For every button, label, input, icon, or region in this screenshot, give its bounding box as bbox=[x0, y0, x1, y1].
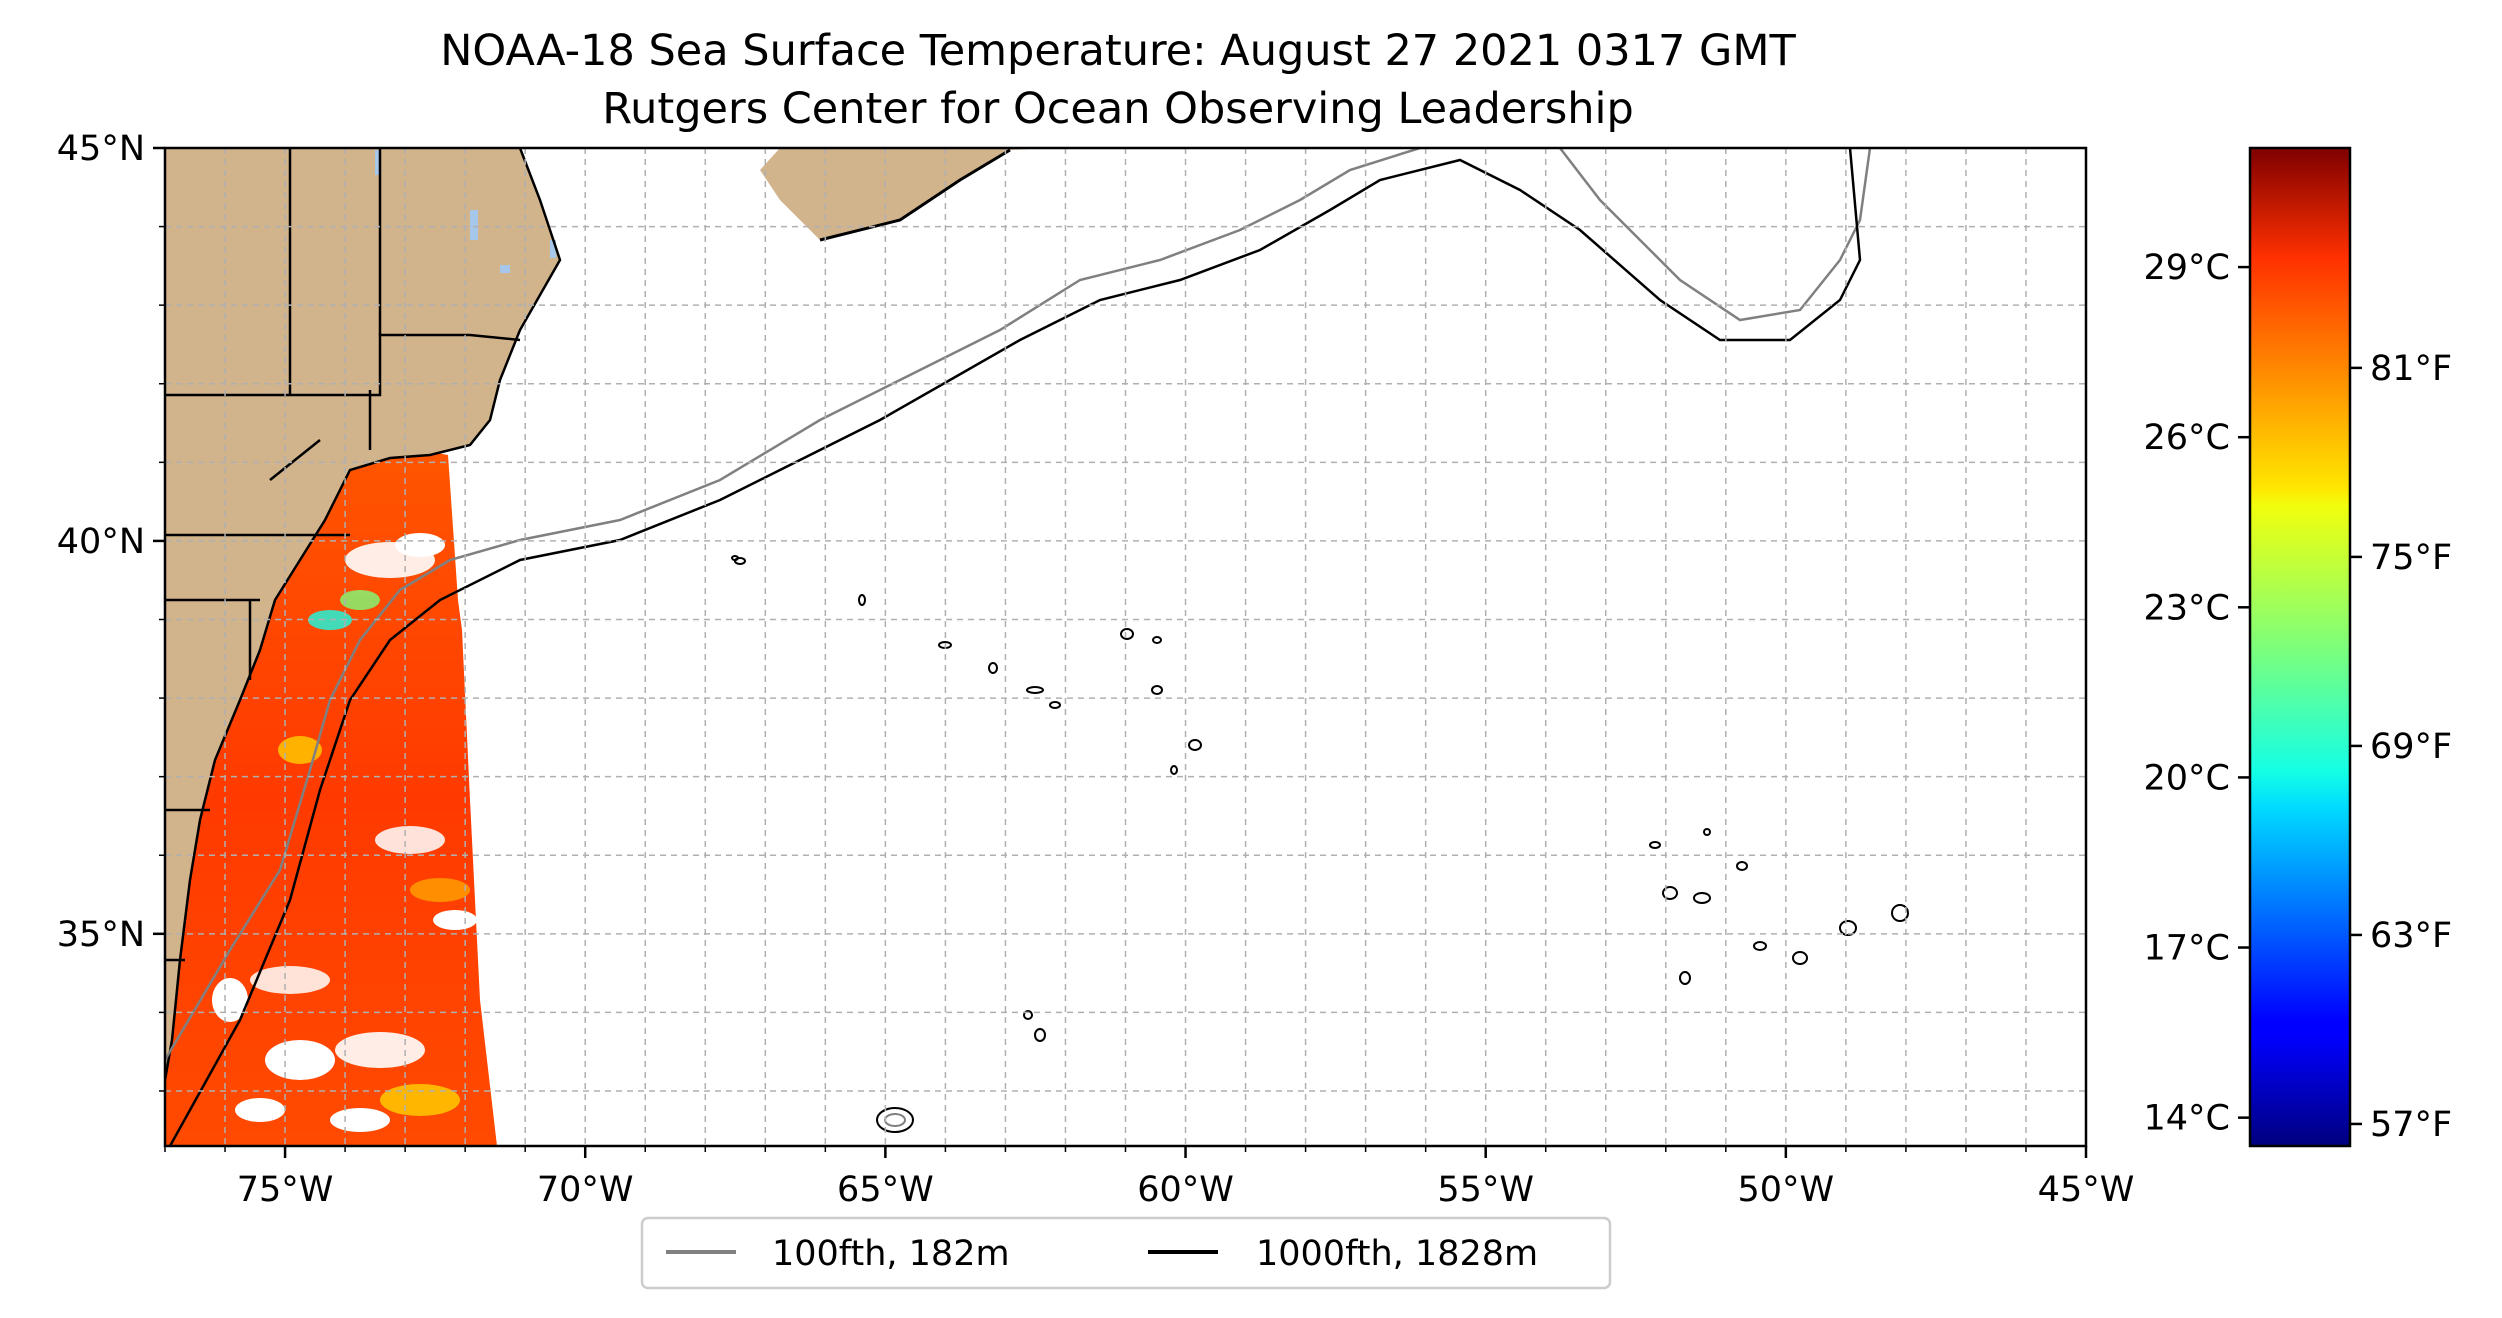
colorbar-frame bbox=[2248, 146, 2352, 1148]
gridlines bbox=[165, 148, 2086, 1146]
celsius-tick-label: 23°C bbox=[2144, 588, 2230, 628]
lat-tick-label: 45°N bbox=[57, 129, 145, 169]
fahrenheit-tick-label: 81°F bbox=[2370, 349, 2452, 389]
land-nova-scotia bbox=[760, 148, 1050, 240]
celsius-tick-label: 20°C bbox=[2144, 758, 2230, 798]
colorbar-gradient bbox=[2250, 148, 2350, 1146]
fahrenheit-tick-label: 69°F bbox=[2370, 727, 2452, 767]
colorbar-fahrenheit-axis: 81°F 75°F 69°F 63°F 57°F bbox=[2350, 349, 2452, 1145]
land-us-coast bbox=[165, 148, 560, 1080]
map-subtitle: Rutgers Center for Ocean Observing Leade… bbox=[602, 84, 1634, 134]
longitude-axis: 75°W 70°W 65°W 60°W 55°W 50°W 45°W bbox=[164, 1146, 2135, 1210]
fahrenheit-tick-label: 75°F bbox=[2370, 538, 2452, 578]
map-title: NOAA-18 Sea Surface Temperature: August … bbox=[440, 26, 1796, 76]
lat-tick-label: 40°N bbox=[57, 522, 145, 562]
fahrenheit-tick-label: 63°F bbox=[2370, 916, 2452, 956]
map-panel bbox=[165, 148, 2086, 1146]
lakes bbox=[375, 150, 556, 273]
lon-tick-label: 70°W bbox=[537, 1170, 634, 1210]
celsius-tick-label: 17°C bbox=[2144, 929, 2230, 969]
seamounts bbox=[731, 555, 1909, 1133]
coastline bbox=[165, 148, 562, 1081]
colorbar: 29°C 26°C 23°C 20°C 17°C 14°C 81°F 75°F 69°F 63°… bbox=[2144, 146, 2452, 1148]
lon-tick-label: 75°W bbox=[237, 1170, 334, 1210]
celsius-tick-label: 26°C bbox=[2144, 418, 2230, 458]
lat-tick-label: 35°N bbox=[57, 915, 145, 955]
celsius-tick-label: 14°C bbox=[2144, 1099, 2230, 1139]
state-borders bbox=[165, 148, 521, 962]
latitude-axis: 45°N 40°N 35°N bbox=[57, 129, 165, 1092]
lon-tick-label: 60°W bbox=[1137, 1170, 1234, 1210]
lon-tick-label: 55°W bbox=[1437, 1170, 1534, 1210]
lon-tick-label: 45°W bbox=[2038, 1170, 2135, 1210]
contour-1000fth bbox=[168, 148, 1862, 1146]
legend: 100fth, 182m 1000fth, 1828m bbox=[640, 1216, 1612, 1290]
fahrenheit-tick-label: 57°F bbox=[2370, 1105, 2452, 1145]
legend-label-100fth: 100fth, 182m bbox=[772, 1234, 1010, 1274]
celsius-tick-label: 29°C bbox=[2144, 248, 2230, 288]
lon-tick-label: 65°W bbox=[837, 1170, 934, 1210]
lon-tick-label: 50°W bbox=[1738, 1170, 1835, 1210]
legend-label-1000fth: 1000fth, 1828m bbox=[1256, 1234, 1538, 1274]
legend-box bbox=[640, 1216, 1612, 1290]
colorbar-celsius-axis: 29°C 26°C 23°C 20°C 17°C 14°C bbox=[2144, 248, 2250, 1139]
